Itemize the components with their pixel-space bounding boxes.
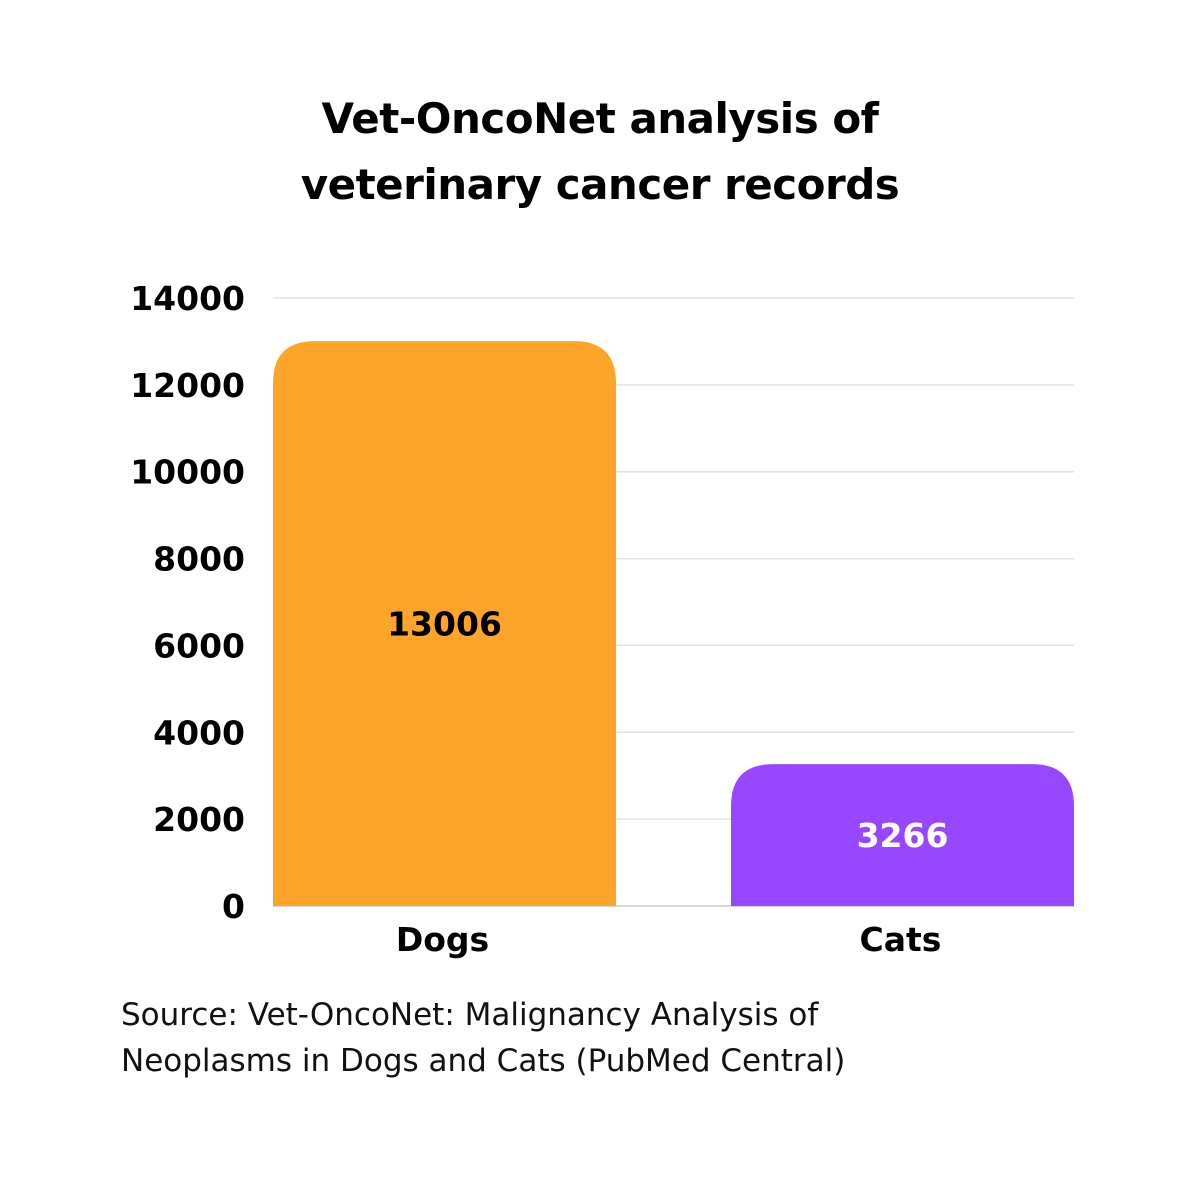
y-axis-tick-labels: 0 2000 4000 6000 8000 10000 12000 14000: [130, 279, 245, 926]
source-note: Source: Vet-OncoNet: Malignancy Analysis…: [121, 992, 1021, 1084]
y-tick-label-12000: 12000: [130, 366, 245, 405]
bar-cats: [731, 764, 1074, 906]
bar-dogs: [273, 341, 616, 907]
y-tick-label-14000: 14000: [130, 279, 245, 318]
x-tick-label-dogs: Dogs: [396, 920, 489, 959]
y-tick-label-2000: 2000: [153, 800, 245, 839]
chart-title-line-2: veterinary cancer records: [300, 160, 900, 209]
x-axis-category-labels: Dogs Cats: [396, 920, 942, 959]
value-label-cats: 3266: [857, 816, 949, 855]
value-label-dogs: 13006: [387, 605, 502, 644]
y-tick-label-8000: 8000: [153, 540, 245, 579]
chart-title-line-1: Vet-OncoNet analysis of: [321, 94, 879, 143]
bar-value-labels: 13006 3266: [387, 605, 948, 855]
chart-title: Vet-OncoNet analysis of veterinary cance…: [0, 86, 1200, 218]
bars: [273, 341, 1074, 907]
x-tick-label-cats: Cats: [860, 920, 942, 959]
y-tick-label-6000: 6000: [153, 626, 245, 665]
y-tick-label-10000: 10000: [130, 453, 245, 492]
y-tick-label-0: 0: [222, 887, 245, 926]
source-line-2: Neoplasms in Dogs and Cats (PubMed Centr…: [121, 1043, 846, 1079]
y-tick-label-4000: 4000: [153, 713, 245, 752]
source-line-1: Source: Vet-OncoNet: Malignancy Analysis…: [121, 997, 819, 1033]
